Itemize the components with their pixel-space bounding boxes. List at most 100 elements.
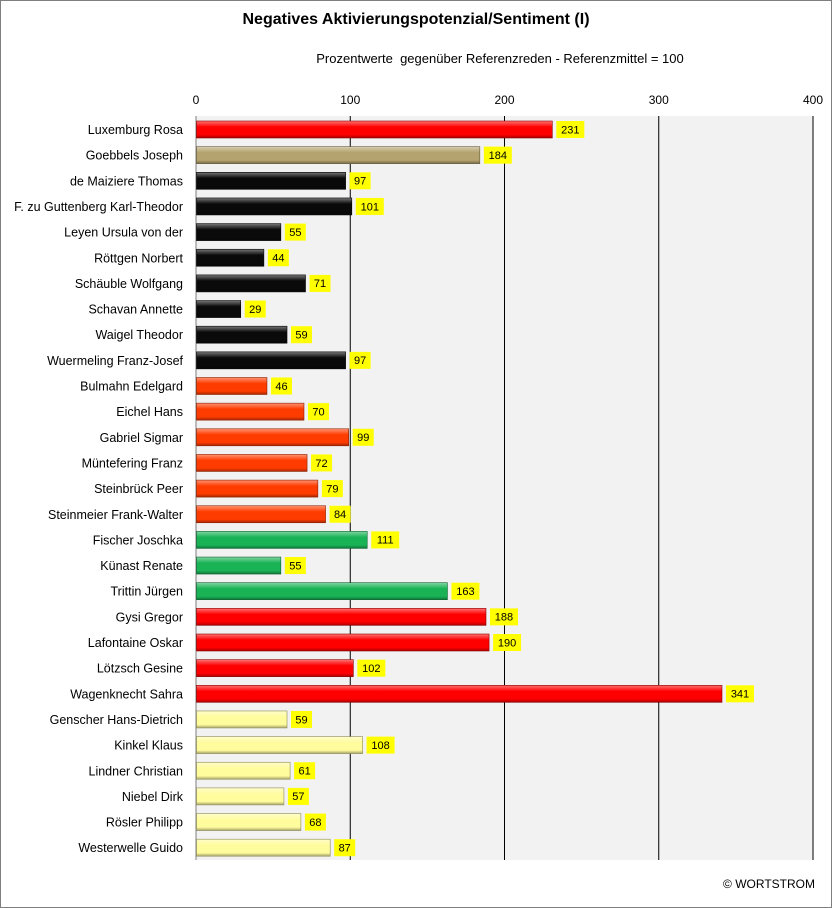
category-label: Gabriel Sigmar — [100, 431, 183, 445]
category-label: Rösler Philipp — [106, 816, 183, 830]
data-label-background — [311, 454, 333, 472]
bar — [196, 838, 331, 857]
category-label: F. zu Guttenberg Karl-Theodor — [14, 200, 183, 214]
data-label: 97 — [354, 176, 366, 188]
data-label-background — [304, 813, 326, 831]
data-label: 72 — [315, 458, 327, 470]
bar — [196, 633, 490, 652]
data-label-background — [349, 351, 371, 369]
bar — [196, 813, 302, 831]
bar — [196, 248, 265, 267]
data-label: 71 — [314, 278, 326, 290]
category-label: Gysi Gregor — [116, 610, 183, 624]
data-label-background — [334, 839, 356, 857]
bar — [196, 505, 326, 524]
bar — [196, 787, 285, 806]
category-label: Lindner Christian — [89, 764, 184, 778]
data-label-background — [489, 608, 518, 626]
bar — [196, 710, 288, 729]
data-label: 29 — [249, 304, 261, 316]
data-label: 59 — [295, 330, 307, 342]
category-label: Röttgen Norbert — [94, 251, 183, 265]
bar — [196, 274, 306, 293]
data-label-background — [291, 326, 313, 344]
data-label-background — [284, 557, 306, 575]
data-label: 55 — [289, 227, 301, 239]
x-tick-label: 0 — [193, 93, 200, 107]
category-label: Kinkel Klaus — [114, 739, 183, 753]
x-tick-label: 400 — [803, 93, 823, 107]
category-label: Eichel Hans — [116, 405, 183, 419]
data-label-background — [357, 659, 386, 677]
category-label: Bulmahn Edelgard — [80, 380, 183, 394]
data-label: 46 — [275, 381, 287, 393]
data-label: 163 — [456, 586, 474, 598]
data-label-background — [355, 197, 384, 215]
bar — [196, 377, 268, 395]
data-label-background — [294, 762, 316, 780]
bar — [196, 300, 242, 318]
data-label-background — [352, 428, 374, 446]
data-label-background — [291, 710, 313, 728]
chart-title: Negatives Aktivierungspotenzial/Sentimen… — [242, 11, 590, 28]
category-label: Schäuble Wolfgang — [75, 277, 183, 291]
category-label: Luxemburg Rosa — [88, 123, 183, 137]
data-label: 70 — [312, 406, 324, 418]
category-label: de Maiziere Thomas — [70, 174, 183, 188]
data-label: 44 — [272, 253, 284, 265]
bar — [196, 736, 363, 754]
bar — [196, 684, 723, 703]
data-label: 341 — [731, 689, 749, 701]
x-tick-label: 100 — [340, 93, 360, 107]
data-label: 87 — [339, 843, 351, 855]
data-label-background — [307, 403, 329, 421]
data-label: 68 — [309, 817, 321, 829]
category-label: Trittin Jürgen — [111, 585, 184, 599]
data-label-background — [284, 223, 306, 241]
data-label: 111 — [377, 535, 394, 547]
category-label: Lafontaine Oskar — [88, 636, 183, 650]
category-label: Wuermeling Franz-Josef — [47, 354, 183, 368]
bar — [196, 223, 282, 241]
data-label-background — [493, 634, 522, 651]
bar — [196, 120, 553, 139]
category-label: Westerwelle Guido — [78, 841, 183, 855]
data-label-background — [267, 249, 289, 267]
data-label: 55 — [289, 560, 301, 572]
data-label-background — [321, 480, 343, 498]
data-label-background — [270, 377, 292, 395]
data-label-background — [483, 146, 512, 164]
data-label: 102 — [362, 663, 380, 675]
data-label: 190 — [498, 637, 516, 649]
category-label: Schavan Annette — [88, 303, 183, 317]
category-label: Goebbels Joseph — [86, 149, 183, 163]
data-label: 61 — [298, 766, 310, 778]
bar — [196, 582, 448, 601]
copyright-notice: © WORTSTROM — [723, 877, 815, 891]
chart-subtitle: Prozentwerte gegenüber Referenzreden - R… — [316, 51, 684, 66]
category-label: Leyen Ursula von der — [64, 226, 183, 240]
category-label: Steinmeier Frank-Walter — [48, 508, 183, 522]
data-label: 184 — [489, 150, 507, 162]
data-label: 231 — [561, 124, 579, 136]
data-label-background — [725, 685, 754, 703]
data-label-background — [556, 121, 585, 138]
bar — [196, 454, 308, 472]
bar — [196, 325, 288, 344]
bar — [196, 428, 350, 447]
data-label: 188 — [495, 612, 513, 624]
category-label: Fischer Joschka — [93, 533, 183, 547]
bar — [196, 761, 291, 780]
category-label: Waigel Theodor — [95, 328, 183, 342]
data-label-background — [451, 582, 480, 600]
data-label: 97 — [354, 355, 366, 367]
data-label-background — [371, 531, 400, 549]
data-label-background — [366, 736, 395, 754]
data-label-background — [349, 172, 371, 190]
data-label: 59 — [295, 714, 307, 726]
category-label: Lötzsch Gesine — [97, 662, 183, 676]
x-tick-label: 300 — [649, 93, 669, 107]
data-label: 99 — [357, 432, 369, 444]
data-label: 108 — [371, 740, 389, 752]
